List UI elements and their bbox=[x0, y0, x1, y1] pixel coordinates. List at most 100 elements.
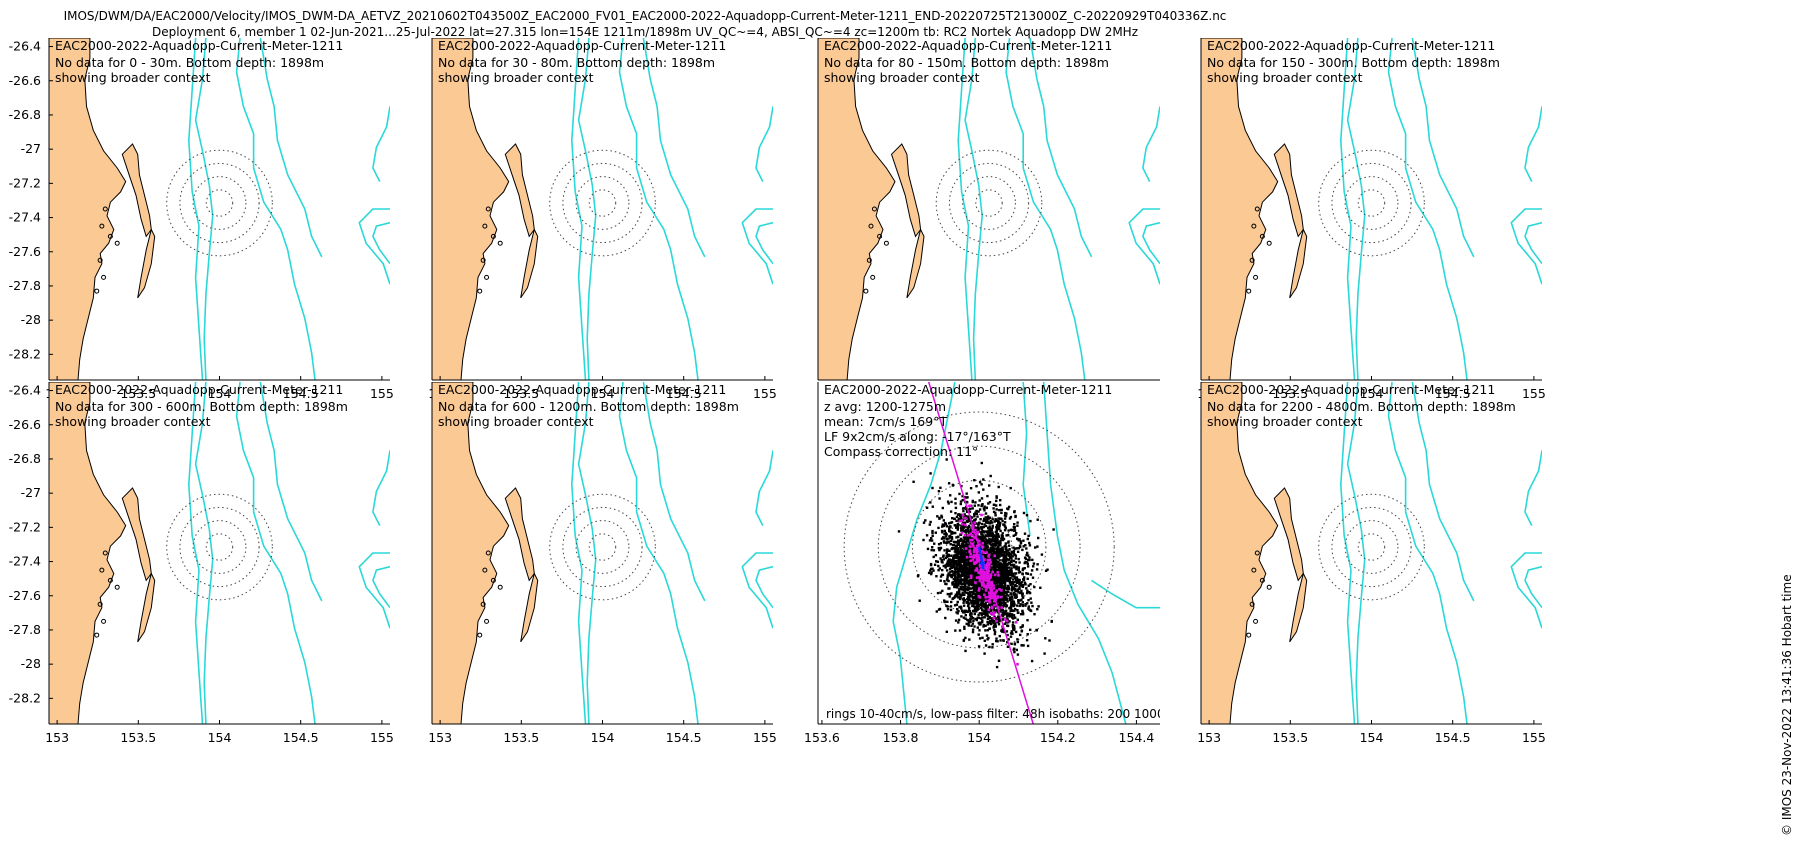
sample-point bbox=[1010, 613, 1014, 616]
sample-point bbox=[991, 643, 994, 646]
sample-point bbox=[995, 540, 998, 543]
lowpass-point bbox=[995, 589, 998, 592]
land-mass bbox=[432, 382, 510, 724]
sample-point bbox=[945, 538, 949, 541]
sample-point bbox=[1044, 637, 1047, 640]
lowpass-point bbox=[995, 619, 998, 623]
sample-point bbox=[992, 549, 995, 552]
sample-point bbox=[984, 608, 988, 611]
sample-point bbox=[947, 564, 951, 567]
sample-point bbox=[995, 543, 998, 546]
sample-point bbox=[977, 592, 980, 595]
sample-point bbox=[1019, 584, 1022, 587]
lowpass-point bbox=[985, 569, 989, 572]
islet bbox=[1254, 550, 1260, 556]
sample-point bbox=[976, 616, 979, 619]
sample-point bbox=[948, 567, 952, 571]
islet bbox=[1249, 601, 1255, 607]
sample-point bbox=[997, 520, 1000, 524]
sample-point bbox=[932, 569, 935, 572]
sample-point bbox=[972, 588, 975, 591]
sample-point bbox=[988, 532, 991, 535]
lowpass-point bbox=[982, 573, 986, 577]
islet bbox=[1246, 288, 1252, 294]
islet bbox=[485, 550, 491, 556]
sample-point bbox=[1021, 592, 1024, 596]
islet bbox=[1251, 223, 1257, 229]
sample-point bbox=[973, 519, 977, 522]
lowpass-point bbox=[983, 558, 986, 561]
sample-point bbox=[935, 560, 938, 563]
sample-point bbox=[1013, 603, 1016, 606]
sample-point bbox=[1026, 537, 1029, 541]
sample-point bbox=[969, 617, 972, 621]
lowpass-point bbox=[977, 560, 980, 563]
sample-point bbox=[965, 581, 968, 585]
sample-point bbox=[996, 609, 999, 612]
sample-point bbox=[955, 560, 958, 563]
sample-point bbox=[1022, 578, 1026, 581]
sample-point bbox=[965, 559, 968, 562]
sample-point bbox=[986, 532, 990, 536]
isobath-line bbox=[570, 382, 587, 724]
sample-point bbox=[983, 517, 986, 521]
sample-point bbox=[942, 554, 945, 557]
sample-point bbox=[997, 485, 1000, 489]
sample-point bbox=[952, 578, 955, 581]
sample-point bbox=[990, 534, 993, 538]
sample-point bbox=[958, 551, 961, 554]
sample-point bbox=[1008, 571, 1011, 574]
sample-point bbox=[954, 595, 957, 598]
lowpass-point bbox=[976, 558, 980, 561]
lowpass-point bbox=[968, 550, 971, 554]
sample-point bbox=[956, 553, 959, 557]
sample-point bbox=[1015, 565, 1018, 569]
sample-point bbox=[959, 575, 962, 578]
sample-point bbox=[967, 559, 970, 562]
x-tick-label: 153.5 bbox=[120, 386, 156, 401]
sample-point bbox=[960, 578, 964, 581]
sample-point bbox=[1012, 600, 1016, 604]
sample-point bbox=[959, 596, 962, 599]
sample-point bbox=[994, 571, 997, 574]
sample-point bbox=[949, 494, 952, 497]
sample-point bbox=[1022, 567, 1025, 570]
sample-point bbox=[970, 624, 973, 627]
station-label: EAC2000-2022-Aquadopp-Current-Meter-1211 bbox=[824, 382, 1112, 397]
sample-point bbox=[992, 607, 996, 611]
sample-point bbox=[954, 550, 957, 554]
sample-point bbox=[933, 563, 937, 566]
range-ring bbox=[562, 162, 643, 244]
sample-point bbox=[962, 569, 965, 573]
sample-point bbox=[951, 556, 955, 559]
sample-point bbox=[991, 518, 994, 521]
sample-point bbox=[999, 639, 1002, 642]
lowpass-point bbox=[993, 594, 997, 598]
sample-point bbox=[1027, 599, 1030, 602]
isobath-line bbox=[964, 38, 984, 380]
islet bbox=[101, 618, 107, 624]
sample-point bbox=[983, 509, 986, 512]
sample-point bbox=[1007, 544, 1011, 547]
sample-point bbox=[992, 510, 996, 514]
sample-point bbox=[1006, 579, 1010, 583]
sample-point bbox=[947, 502, 950, 505]
sample-point bbox=[998, 562, 1001, 566]
sample-point bbox=[991, 531, 994, 534]
sample-point bbox=[954, 629, 957, 632]
sample-point bbox=[986, 520, 989, 523]
range-ring bbox=[588, 189, 617, 217]
y-tick-label: -27.4 bbox=[9, 554, 41, 569]
lowpass-point bbox=[988, 575, 992, 578]
sample-point bbox=[1046, 568, 1049, 571]
islet bbox=[94, 632, 100, 638]
sample-point bbox=[979, 617, 983, 620]
sample-point bbox=[982, 605, 985, 608]
sample-point bbox=[925, 534, 929, 537]
sample-point bbox=[997, 542, 1000, 545]
isobath-line bbox=[259, 38, 323, 258]
sample-point bbox=[1017, 566, 1021, 569]
isobath-line bbox=[577, 38, 597, 380]
sample-point bbox=[938, 548, 941, 552]
sample-point bbox=[1008, 573, 1011, 577]
